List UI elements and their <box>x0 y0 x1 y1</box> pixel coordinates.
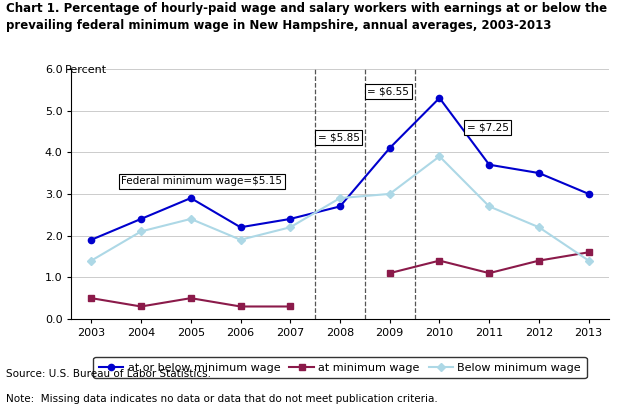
Legend: at or below minimum wage, at minimum wage, Below minimum wage: at or below minimum wage, at minimum wag… <box>93 357 587 378</box>
Text: Source: U.S. Bureau of Labor Statistics.: Source: U.S. Bureau of Labor Statistics. <box>6 369 211 379</box>
Text: = $5.85: = $5.85 <box>317 133 360 143</box>
Text: = $7.25: = $7.25 <box>467 122 509 132</box>
Text: Percent: Percent <box>65 65 107 75</box>
Text: prevailing federal minimum wage in New Hampshire, annual averages, 2003-2013: prevailing federal minimum wage in New H… <box>6 19 551 32</box>
Text: Federal minimum wage=$5.15: Federal minimum wage=$5.15 <box>121 176 282 186</box>
Text: Chart 1. Percentage of hourly-paid wage and salary workers with earnings at or b: Chart 1. Percentage of hourly-paid wage … <box>6 2 607 15</box>
Text: = $6.55: = $6.55 <box>368 87 409 97</box>
Text: Note:  Missing data indicates no data or data that do not meet publication crite: Note: Missing data indicates no data or … <box>6 394 438 404</box>
